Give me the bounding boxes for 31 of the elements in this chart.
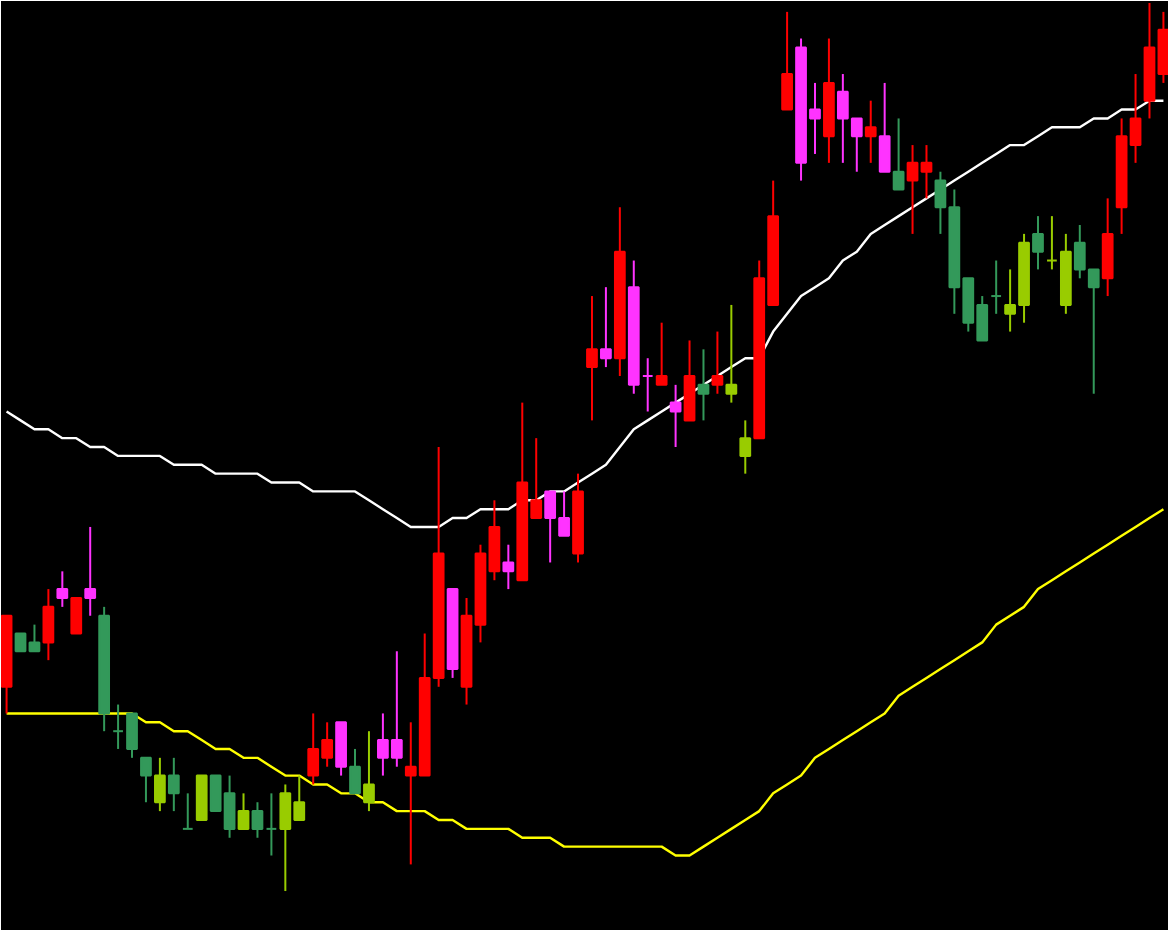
candlestick xyxy=(864,99,877,164)
candlestick xyxy=(42,588,55,662)
candlestick xyxy=(195,774,208,821)
candlestick xyxy=(878,81,891,173)
candlestick xyxy=(70,596,83,635)
candlestick xyxy=(265,792,278,857)
candlestick xyxy=(349,747,361,795)
candlestick xyxy=(990,259,1003,315)
candlestick xyxy=(154,756,166,813)
candlestick xyxy=(84,525,97,617)
candlestick xyxy=(335,721,347,777)
candlestick xyxy=(655,321,668,386)
candlestick xyxy=(56,570,69,608)
candlestick xyxy=(725,303,738,404)
candlestick xyxy=(181,792,194,830)
candlestick xyxy=(683,339,696,422)
candlestick xyxy=(739,419,752,475)
candlestick xyxy=(363,730,375,813)
candlestick xyxy=(781,10,793,111)
candlestick xyxy=(586,295,598,422)
candlestick xyxy=(251,801,264,839)
candlestick xyxy=(167,756,180,813)
candlestick xyxy=(892,117,905,191)
candlestick xyxy=(502,543,515,591)
candlestick xyxy=(140,756,152,804)
candlestick xyxy=(237,792,250,830)
candlestick xyxy=(697,348,710,422)
candlestick xyxy=(600,286,612,369)
candlestick xyxy=(711,330,724,395)
candlestick xyxy=(1101,197,1114,298)
candlestick xyxy=(1032,215,1044,271)
